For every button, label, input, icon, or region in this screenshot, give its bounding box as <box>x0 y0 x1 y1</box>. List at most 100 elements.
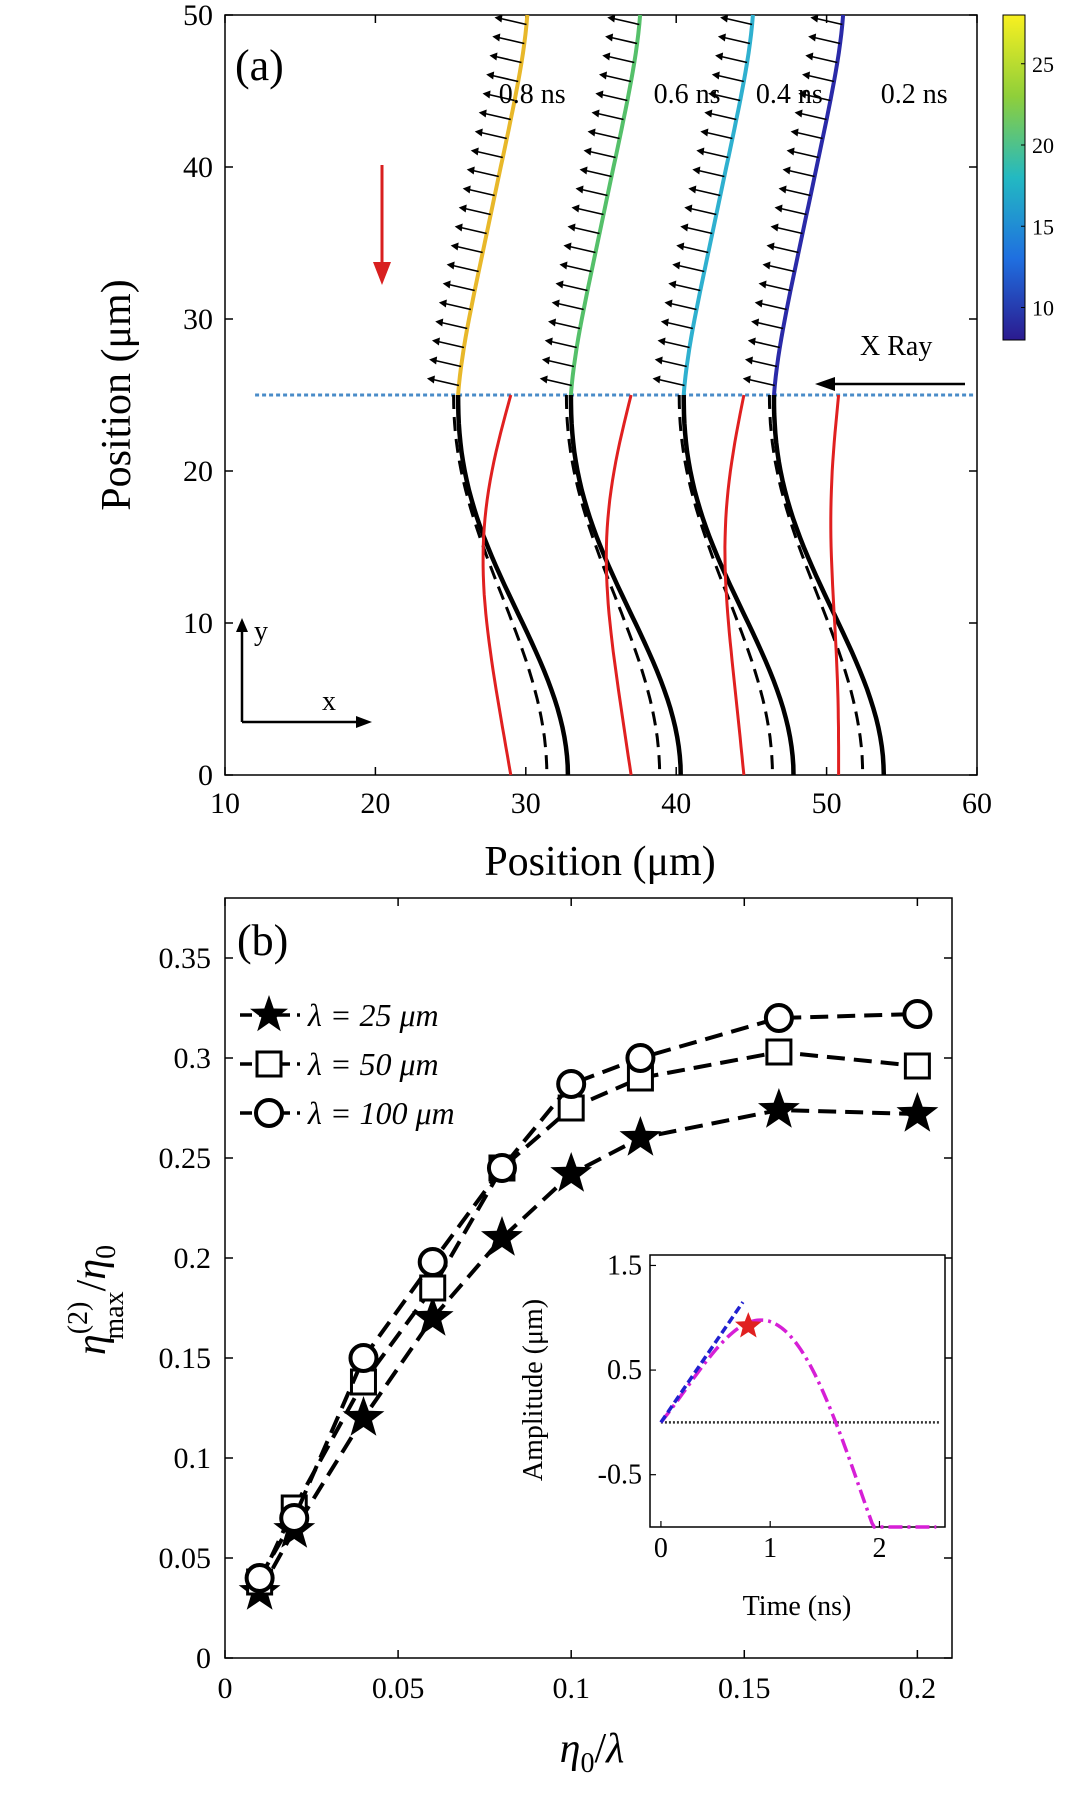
velocity-arrow <box>464 207 491 216</box>
velocity-arrow-head <box>489 52 498 61</box>
panel-a-x-ticks: 10 20 30 40 50 60 <box>210 15 992 820</box>
velocity-arrow <box>678 264 705 273</box>
velocity-arrow-head <box>778 185 787 194</box>
velocity-arrow-head <box>720 14 729 23</box>
velocity-arrow-head <box>555 280 564 289</box>
velocity-arrow <box>816 17 843 26</box>
velocity-arrow <box>660 359 687 368</box>
velocity-arrow <box>547 359 575 368</box>
velocity-arrow <box>569 245 596 254</box>
velocity-arrow-head <box>676 242 685 251</box>
panel-b-y-tick-label: 0 <box>196 1642 211 1675</box>
velocity-arrow-head <box>454 223 463 232</box>
velocity-arrow <box>550 340 577 349</box>
velocity-arrow-head <box>438 299 447 308</box>
velocity-arrow <box>437 340 465 349</box>
velocity-arrow <box>476 150 503 159</box>
colorbar-tick-label: 10 <box>1032 296 1054 321</box>
data-point-circle <box>486 1153 517 1183</box>
data-point-star <box>896 1092 939 1132</box>
panel-a-x-tick-label: 20 <box>360 787 390 820</box>
panel-a-x-tick-label: 10 <box>210 787 240 820</box>
velocity-arrow <box>663 340 690 349</box>
velocity-arrow <box>577 207 604 216</box>
lower-solid-curve-2 <box>568 394 683 776</box>
inset-x-tick-label: 1 <box>763 1533 777 1564</box>
velocity-arrow-head <box>680 223 689 232</box>
velocity-arrow <box>674 283 701 292</box>
velocity-arrow <box>585 169 612 178</box>
axis-glyph-x-label: x <box>322 686 336 717</box>
time-label-0: 0.2 ns <box>881 79 948 110</box>
panel-b-y-tick-label: 0.25 <box>159 1142 212 1175</box>
velocity-arrow <box>472 169 499 178</box>
velocity-arrow-head <box>711 71 720 80</box>
inset-magenta-curve <box>659 1318 937 1529</box>
velocity-arrow-head <box>426 375 435 384</box>
velocity-arrow-head <box>486 71 495 80</box>
colorbar <box>1002 14 1026 341</box>
velocity-arrow-head <box>429 356 438 365</box>
velocity-arrow-head <box>442 280 451 289</box>
velocity-arrow-head <box>805 52 814 61</box>
panel-a-x-tick-label: 30 <box>511 787 541 820</box>
velocity-arrow <box>495 55 522 64</box>
inset-frame <box>649 1254 946 1528</box>
velocity-arrow-head <box>595 90 604 99</box>
series-line-0 <box>257 1107 918 1593</box>
velocity-arrow-head <box>744 356 753 365</box>
velocity-arrow <box>756 321 784 330</box>
velocity-arrow-head <box>571 204 580 213</box>
inset-y-tick-label: 0.5 <box>607 1355 642 1386</box>
velocity-arrow <box>764 283 791 292</box>
velocity-arrow-head <box>462 185 471 194</box>
velocity-arrow <box>807 74 835 83</box>
panel-a-frame <box>224 14 978 776</box>
velocity-arrow-head <box>766 242 775 251</box>
velocity-arrow-head <box>758 280 767 289</box>
velocity-arrow-head <box>541 356 550 365</box>
panel-b-y-ticks: 0 0.05 0.1 0.15 0.2 0.25 0.3 0.35 <box>159 942 952 1675</box>
data-point-circle <box>279 1503 310 1533</box>
lower-dashed-curve-0 <box>767 394 865 776</box>
velocity-arrow <box>500 17 527 26</box>
velocity-arrow-head <box>478 109 487 118</box>
velocity-arrow <box>706 131 733 140</box>
velocity-arrow-head <box>794 109 803 118</box>
inset-ticks: 0 1 2 -0.5 0.5 1.5 <box>598 1250 887 1564</box>
data-point-star <box>758 1088 800 1128</box>
colorbar-ticks: 10 15 20 25 <box>1021 52 1054 321</box>
velocity-arrow <box>561 283 588 292</box>
data-point-star <box>550 1152 593 1192</box>
panel-b-y-tick-label: 0.35 <box>159 942 212 975</box>
velocity-arrow <box>553 321 581 330</box>
panel-a-x-label: Position (μm) <box>484 839 715 885</box>
velocity-arrow-head <box>579 166 588 175</box>
panel-b-x-tick-label: 0.05 <box>372 1672 425 1705</box>
panel-a-plot-area: 0.2 ns 0.4 ns 0.6 ns 0.8 ns <box>255 14 974 776</box>
panel-b-x-tick-label: 0 <box>218 1672 233 1705</box>
inset-blue-curve <box>659 1301 745 1424</box>
velocity-arrow <box>813 36 841 45</box>
velocity-arrow-head <box>742 375 751 384</box>
lower-solid-curve-0 <box>771 395 887 776</box>
velocity-arrow <box>717 74 744 83</box>
velocity-arrow-head <box>684 204 693 213</box>
panel-a-y-tick-label: 0 <box>198 759 213 792</box>
inset-y-tick-label: 1.5 <box>607 1250 642 1281</box>
data-point-circle <box>625 1043 656 1073</box>
legend-marker-square <box>255 1050 283 1078</box>
data-point-square <box>903 1052 931 1080</box>
velocity-arrow-head <box>708 90 717 99</box>
data-point-star <box>411 1296 454 1336</box>
velocity-arrow <box>613 17 640 26</box>
velocity-arrow-head <box>688 185 697 194</box>
velocity-arrow-head <box>715 52 724 61</box>
lower-dashed-curve-3 <box>452 394 549 776</box>
panel-b-y-tick-label: 0.05 <box>159 1542 212 1575</box>
velocity-arrow <box>557 302 584 311</box>
velocity-arrow-head <box>790 128 799 137</box>
data-point-square <box>765 1038 793 1066</box>
velocity-arrow-head <box>482 90 491 99</box>
panel-a-y-tick-label: 30 <box>183 303 213 336</box>
